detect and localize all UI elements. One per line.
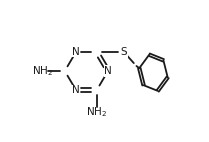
Text: N: N (104, 66, 112, 76)
Text: N: N (72, 47, 80, 57)
Text: NH$_2$: NH$_2$ (32, 64, 53, 78)
Text: N: N (72, 85, 80, 95)
Text: S: S (120, 47, 127, 57)
Text: NH$_2$: NH$_2$ (86, 105, 107, 119)
